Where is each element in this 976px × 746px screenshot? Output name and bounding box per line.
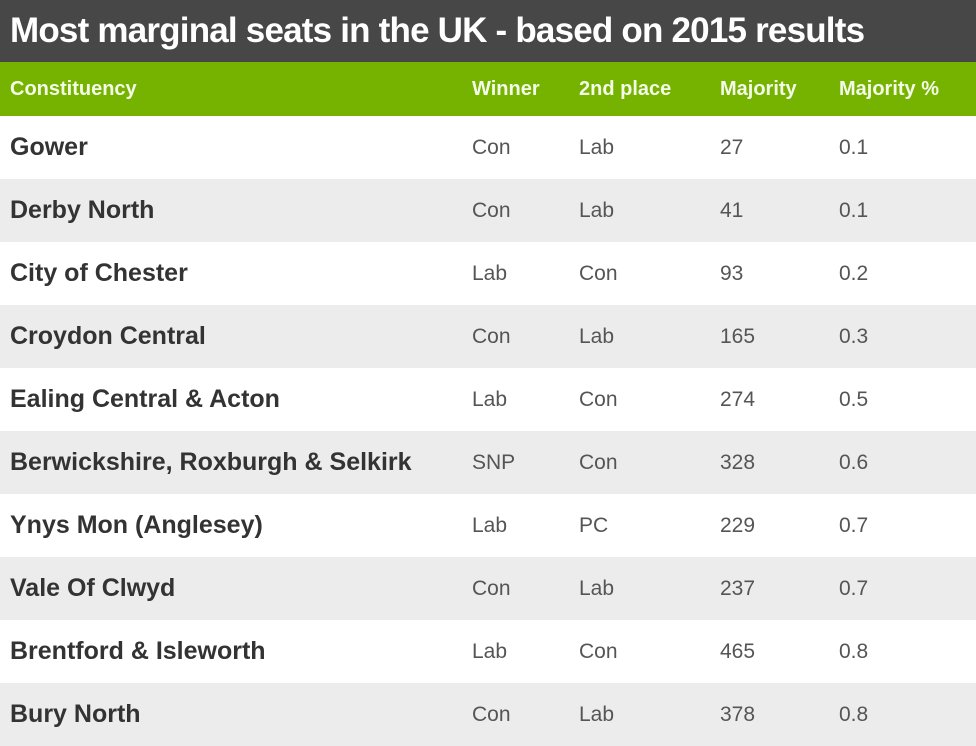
majority-cell: 274 (720, 387, 756, 411)
winner-cell: Con (472, 135, 511, 159)
constituency-cell: Ealing Central & Acton (10, 385, 280, 413)
second-place-cell: Con (579, 450, 618, 474)
winner-cell: Lab (472, 513, 508, 537)
majority-pct-cell: 0.5 (839, 387, 869, 411)
table-header: Constituency Winner 2nd place Majority M… (0, 62, 976, 116)
majority-cell: 27 (720, 135, 744, 159)
second-place-cell: Lab (579, 198, 615, 222)
table-row: Vale Of Clwyd Con Lab 237 0.7 (0, 557, 976, 620)
winner-cell: Con (472, 198, 511, 222)
constituency-cell: Brentford & Isleworth (10, 637, 266, 665)
table-row: Derby North Con Lab 41 0.1 (0, 179, 976, 242)
header-winner: Winner (472, 77, 540, 100)
second-place-cell: Lab (579, 702, 615, 726)
second-place-cell: Con (579, 639, 618, 663)
second-place-cell: Lab (579, 324, 615, 348)
table-body: Gower Con Lab 27 0.1 Derby North Con Lab… (0, 116, 976, 746)
second-place-cell: Lab (579, 576, 615, 600)
second-place-cell: Con (579, 387, 618, 411)
winner-cell: Con (472, 324, 511, 348)
majority-pct-cell: 0.8 (839, 639, 869, 663)
majority-cell: 328 (720, 450, 756, 474)
second-place-cell: PC (579, 513, 609, 537)
constituency-cell: Vale Of Clwyd (10, 574, 176, 602)
constituency-cell: Bury North (10, 700, 141, 728)
table-row: Bury North Con Lab 378 0.8 (0, 683, 976, 746)
majority-pct-cell: 0.2 (839, 261, 869, 285)
winner-cell: Lab (472, 261, 508, 285)
table-row: Ealing Central & Acton Lab Con 274 0.5 (0, 368, 976, 431)
second-place-cell: Con (579, 261, 618, 285)
winner-cell: Con (472, 702, 511, 726)
second-place-cell: Lab (579, 135, 615, 159)
title-bar: Most marginal seats in the UK - based on… (0, 0, 976, 62)
header-row: Constituency Winner 2nd place Majority M… (0, 62, 976, 116)
constituency-cell: Derby North (10, 196, 155, 224)
majority-cell: 93 (720, 261, 744, 285)
winner-cell: Lab (472, 639, 508, 663)
majority-pct-cell: 0.6 (839, 450, 869, 474)
marginal-seats-table: Constituency Winner 2nd place Majority M… (0, 62, 976, 746)
constituency-cell: Ynys Mon (Anglesey) (10, 511, 263, 539)
majority-pct-cell: 0.7 (839, 576, 869, 600)
table-row: Gower Con Lab 27 0.1 (0, 116, 976, 179)
table-row: Ynys Mon (Anglesey) Lab PC 229 0.7 (0, 494, 976, 557)
majority-cell: 378 (720, 702, 756, 726)
constituency-cell: City of Chester (10, 259, 188, 287)
majority-cell: 41 (720, 198, 744, 222)
majority-cell: 237 (720, 576, 756, 600)
table-row: Croydon Central Con Lab 165 0.3 (0, 305, 976, 368)
winner-cell: Con (472, 576, 511, 600)
table-row: Berwickshire, Roxburgh & Selkirk SNP Con… (0, 431, 976, 494)
majority-pct-cell: 0.1 (839, 198, 869, 222)
constituency-cell: Berwickshire, Roxburgh & Selkirk (10, 448, 412, 476)
majority-pct-cell: 0.7 (839, 513, 869, 537)
majority-cell: 165 (720, 324, 756, 348)
header-constituency: Constituency (10, 77, 137, 100)
header-majority-pct: Majority % (839, 77, 940, 100)
constituency-cell: Croydon Central (10, 322, 206, 350)
majority-pct-cell: 0.1 (839, 135, 869, 159)
header-majority: Majority (720, 77, 797, 100)
majority-cell: 465 (720, 639, 756, 663)
majority-pct-cell: 0.8 (839, 702, 869, 726)
table-row: City of Chester Lab Con 93 0.2 (0, 242, 976, 305)
majority-pct-cell: 0.3 (839, 324, 869, 348)
table-row: Brentford & Isleworth Lab Con 465 0.8 (0, 620, 976, 683)
header-second-place: 2nd place (579, 77, 672, 100)
majority-cell: 229 (720, 513, 756, 537)
constituency-cell: Gower (10, 133, 88, 161)
winner-cell: SNP (472, 450, 516, 474)
winner-cell: Lab (472, 387, 508, 411)
chart-title: Most marginal seats in the UK - based on… (10, 11, 865, 50)
